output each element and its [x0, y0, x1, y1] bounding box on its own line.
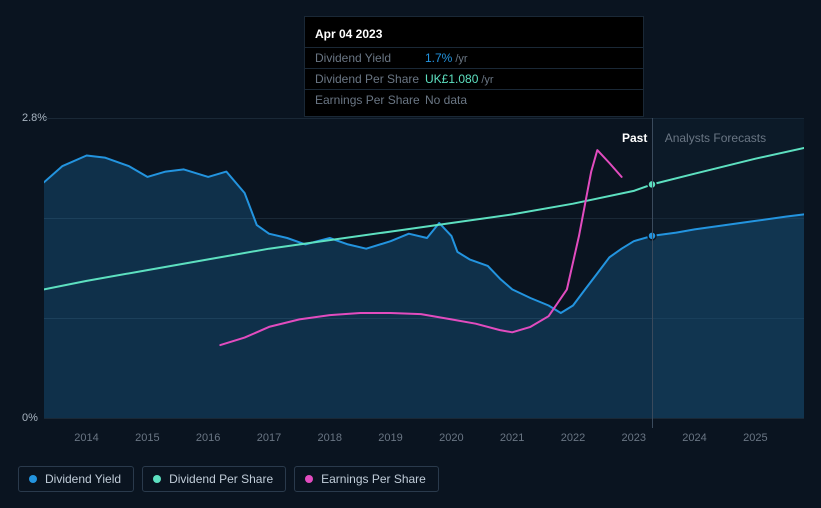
legend-label: Earnings Per Share — [321, 472, 426, 486]
tooltip-row-value: UK£1.080/yr — [425, 72, 633, 86]
x-axis-tick-label: 2015 — [135, 432, 159, 444]
legend-item[interactable]: Dividend Yield — [18, 466, 134, 492]
x-axis-tick-label: 2020 — [439, 432, 463, 444]
x-axis-tick-label: 2016 — [196, 432, 220, 444]
x-axis-tick-label: 2018 — [318, 432, 342, 444]
y-axis-tick-label: 0% — [22, 412, 38, 424]
chart-plot-area — [44, 118, 804, 418]
legend-label: Dividend Yield — [45, 472, 121, 486]
tooltip-row: Earnings Per ShareNo data — [305, 89, 643, 110]
forecast-label: Analysts Forecasts — [665, 131, 766, 145]
gridline — [44, 418, 804, 419]
past-future-labels: Past Analysts Forecasts — [622, 131, 766, 145]
x-axis-tick-label: 2021 — [500, 432, 524, 444]
chart-svg — [44, 118, 804, 418]
past-future-divider — [652, 118, 653, 428]
x-axis-tick-label: 2022 — [561, 432, 585, 444]
tooltip-row-value: 1.7%/yr — [425, 51, 633, 65]
tooltip-row-value: No data — [425, 93, 633, 107]
x-axis-tick-label: 2025 — [743, 432, 767, 444]
x-axis-tick-label: 2014 — [74, 432, 98, 444]
tooltip-row-label: Earnings Per Share — [315, 93, 425, 107]
chart-tooltip: Apr 04 2023 Dividend Yield1.7%/yrDividen… — [304, 16, 644, 117]
tooltip-row-label: Dividend Yield — [315, 51, 425, 65]
legend-item[interactable]: Dividend Per Share — [142, 466, 286, 492]
x-axis-tick-label: 2024 — [682, 432, 706, 444]
x-axis-tick-label: 2023 — [622, 432, 646, 444]
legend-item[interactable]: Earnings Per Share — [294, 466, 439, 492]
legend-dot-icon — [29, 475, 37, 483]
legend-label: Dividend Per Share — [169, 472, 273, 486]
tooltip-row-label: Dividend Per Share — [315, 72, 425, 86]
tooltip-row: Dividend Per ShareUK£1.080/yr — [305, 68, 643, 89]
tooltip-row: Dividend Yield1.7%/yr — [305, 47, 643, 68]
legend-dot-icon — [153, 475, 161, 483]
legend-dot-icon — [305, 475, 313, 483]
tooltip-date: Apr 04 2023 — [305, 23, 643, 47]
x-axis-tick-label: 2017 — [257, 432, 281, 444]
past-label: Past — [622, 131, 647, 145]
x-axis-tick-label: 2019 — [378, 432, 402, 444]
chart-legend: Dividend Yield Dividend Per Share Earnings… — [18, 466, 439, 492]
